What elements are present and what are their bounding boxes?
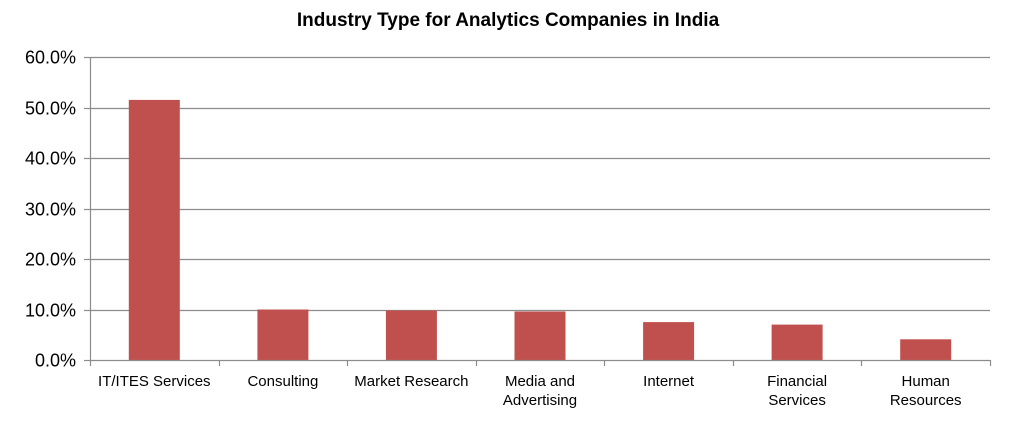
x-tick-label-line: Advertising [503,392,577,409]
y-tick-label: 10.0% [25,301,76,321]
bar [643,322,695,360]
y-tick-label: 30.0% [25,200,76,220]
x-tick-label-line: Consulting [247,373,318,390]
gridlines [90,56,990,312]
x-tick-label-line: Market Research [354,373,468,390]
x-axis-tick-labels: IT/ITES Services Consulting Market Researc… [98,373,962,409]
x-tick-label: Financial Services [767,373,827,409]
y-tick-label: 50.0% [25,99,76,119]
bars [128,99,952,361]
bar [900,339,952,360]
y-tick-label: 40.0% [25,149,76,169]
bar [128,99,180,361]
chart-title: Industry Type for Analytics Companies in… [297,10,720,31]
x-tick-label-line: Resources [890,392,962,409]
bar [257,309,309,360]
x-tick-label-line: IT/ITES Services [98,373,211,390]
bar [385,310,437,360]
y-tick-label: 0.0% [35,351,76,371]
x-tick-label: IT/ITES Services [98,373,211,390]
bar [514,311,566,360]
x-tick-label-line: Financial [767,373,827,390]
x-tick-label: Market Research [354,373,468,390]
axes [84,56,992,366]
x-tick-label-line: Human [902,373,950,390]
x-tick-label-line: Internet [643,373,695,390]
x-tick-label-line: Services [768,392,826,409]
x-tick-label: Internet [643,373,695,390]
y-tick-label: 20.0% [25,250,76,270]
x-tick-label: Human Resources [890,373,962,409]
x-tick-label: Media and Advertising [503,373,577,409]
x-tick-label: Consulting [247,373,318,390]
bar [771,324,823,360]
y-tick-label: 60.0% [25,48,76,68]
y-axis-tick-labels: 0.0% 10.0% 20.0% 30.0% 40.0% 50.0% 60.0% [25,48,76,371]
x-tick-label-line: Media and [505,373,575,390]
